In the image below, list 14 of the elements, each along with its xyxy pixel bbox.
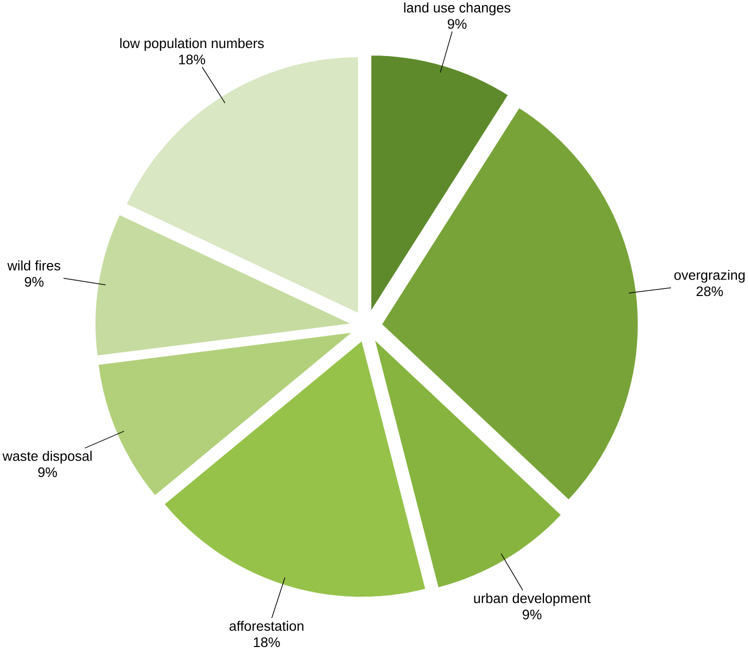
data-label: 18% (179, 54, 206, 65)
slice-label: overgrazing (674, 270, 745, 283)
slice-label: land use changes (404, 2, 510, 16)
slice-label: urban development (474, 593, 591, 606)
data-label: 9% (448, 19, 466, 29)
data-label: 9% (38, 468, 57, 478)
data-label: 28% (696, 286, 723, 296)
data-label: 9% (522, 610, 542, 620)
data-label: 18% (254, 638, 280, 648)
data-label: 9% (24, 277, 44, 287)
slice-label: wild fires (7, 260, 60, 271)
slice-label: waste disposal (2, 451, 92, 464)
slice-label: afforestation (230, 621, 304, 632)
slice-label: low population numbers (120, 38, 264, 52)
